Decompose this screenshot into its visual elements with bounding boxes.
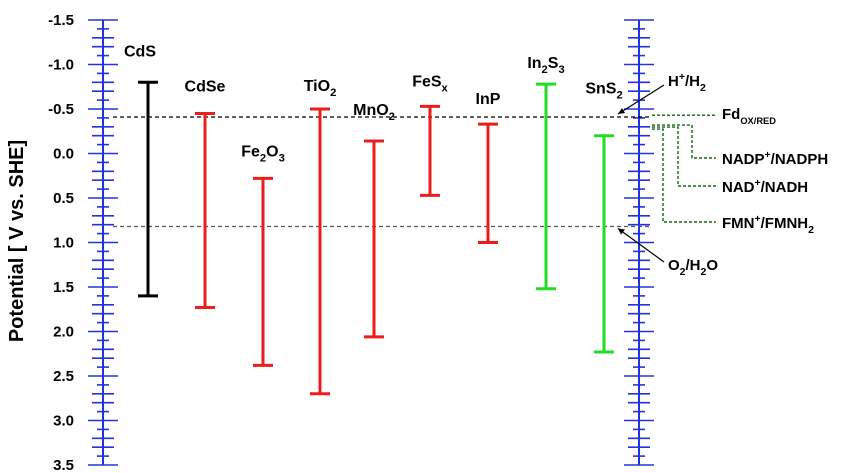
h-reference-arrowhead — [618, 108, 625, 115]
material-label: FeSx — [412, 73, 448, 94]
y-tick-label: 1.5 — [53, 279, 74, 296]
left-axis — [88, 19, 118, 466]
material-bar-6: FeSx — [412, 73, 449, 197]
y-tick-label: 1.0 — [53, 235, 74, 252]
material-label: CdS — [124, 43, 156, 60]
o-reference-arrowhead — [618, 228, 625, 235]
redox-couples: FdOX/RED NADP+/NADPH NAD+/NADH FMN+/FMNH2 — [652, 106, 828, 236]
redox-couple-label: NADP+/NADPH — [722, 149, 828, 168]
potential-axes: -1.5 -1.0 -0.5 0.0 0.5 1.0 1.5 2.0 2.5 3.0 3.5 — [48, 12, 654, 473]
material-bars: CdS CdSe Fe2O3 TiO2 MnO2 FeSx InP In2S3 SnS2 — [124, 43, 623, 396]
redox-couple-label: NAD+/NADH — [722, 177, 808, 196]
material-bar-5: MnO2 — [353, 102, 395, 339]
material-label: In2S3 — [527, 55, 564, 76]
o-reference-label: O2/H2O — [668, 257, 718, 278]
right-axis — [624, 19, 654, 466]
redox-connector — [652, 126, 716, 187]
y-tick-label: 3.5 — [53, 457, 74, 473]
material-label: InP — [476, 91, 501, 108]
material-label: TiO2 — [304, 78, 337, 99]
y-tick-label: 0.0 — [53, 146, 74, 163]
material-label: SnS2 — [585, 81, 622, 102]
material-bar-4: TiO2 — [304, 78, 337, 396]
fd-label: FdOX/RED — [722, 106, 776, 126]
y-tick-label: -0.5 — [48, 101, 74, 118]
reference-lines: H+/H2 O2/H2O — [113, 71, 718, 278]
y-tick-label: 2.5 — [53, 368, 74, 385]
o-reference-arrow — [617, 227, 665, 263]
y-tick-label: 2.0 — [53, 324, 74, 341]
redox-couple-label: FMN+/FMNH2 — [722, 213, 814, 236]
y-axis-label: Potential [ V vs. SHE] — [6, 140, 28, 342]
material-bar-1: CdS — [124, 43, 158, 298]
material-bar-7: InP — [476, 91, 501, 244]
material-label: CdSe — [185, 78, 226, 95]
y-tick-label: 3.0 — [53, 413, 74, 430]
h-reference-label: H+/H2 — [668, 71, 706, 94]
material-bar-9: SnS2 — [585, 81, 623, 354]
material-label: MnO2 — [353, 102, 395, 123]
material-bar-2: CdSe — [185, 78, 226, 309]
y-tick-label: 0.5 — [53, 190, 74, 207]
redox-connector — [652, 128, 716, 223]
redox-connector — [652, 124, 716, 159]
material-bar-3: Fe2O3 — [241, 143, 285, 367]
material-label: Fe2O3 — [241, 143, 285, 164]
h-reference-arrow — [617, 84, 665, 115]
y-tick-label: -1.0 — [48, 57, 74, 74]
y-tick-label: -1.5 — [48, 12, 74, 29]
material-bar-8: In2S3 — [527, 55, 565, 291]
